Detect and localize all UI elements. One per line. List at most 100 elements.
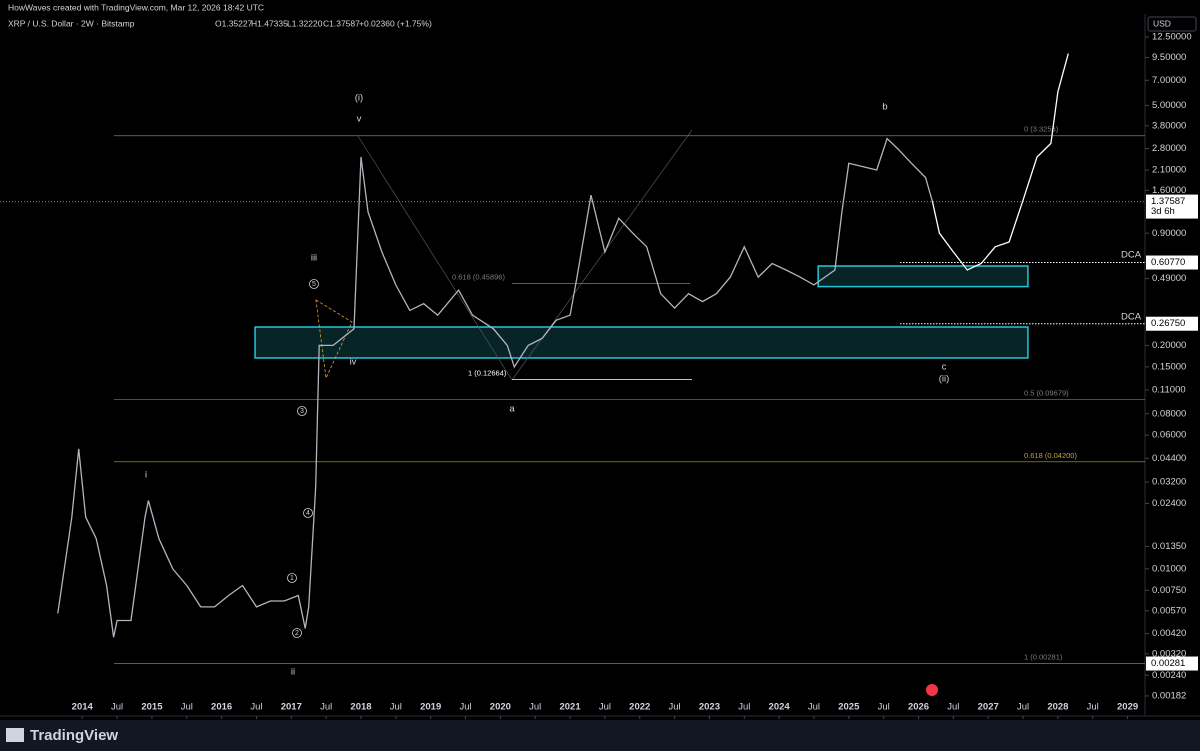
x-tick-label: 2016 — [211, 702, 232, 713]
price-mark-sub: 3d 6h — [1151, 206, 1175, 217]
x-tick-label: 2028 — [1047, 702, 1068, 713]
wave-circle — [297, 406, 307, 416]
x-tick-label: 2025 — [838, 702, 860, 713]
footer — [0, 720, 1200, 751]
x-tick-label: Jul — [1017, 702, 1029, 713]
wave-circle — [292, 628, 302, 638]
y-tick-label: 0.01000 — [1152, 563, 1186, 574]
price-mark-box — [1146, 194, 1198, 219]
y-tick-label: 5.00000 — [1152, 100, 1186, 111]
y-tick-label: 0.04400 — [1152, 453, 1186, 464]
x-tick-label: 2027 — [978, 702, 999, 713]
y-tick-label: 0.20000 — [1152, 340, 1186, 351]
y-tick-label: 0.90000 — [1152, 228, 1186, 239]
y-tick-label: 0.00240 — [1152, 670, 1186, 681]
x-tick-label: Jul — [390, 702, 402, 713]
x-tick-label: Jul — [181, 702, 193, 713]
y-tick-label: 2.10000 — [1152, 165, 1186, 176]
wave-circle — [303, 508, 313, 518]
x-tick-label: 2023 — [699, 702, 720, 713]
y-tick-label: 3.80000 — [1152, 120, 1186, 131]
x-tick-label: Jul — [738, 702, 750, 713]
fib-label: 0.618 (0.45896) — [452, 272, 505, 281]
y-tick-label: 12.50000 — [1152, 32, 1192, 43]
x-tick-label: Jul — [599, 702, 611, 713]
ohlc-value: O1.35227 — [215, 18, 253, 28]
event-icon[interactable] — [926, 684, 938, 696]
logo — [6, 728, 24, 742]
ohlc-value: L1.32220 — [287, 18, 323, 28]
y-tick-label: 0.00750 — [1152, 585, 1186, 596]
currency-box[interactable] — [1147, 16, 1197, 32]
x-tick-label: 2029 — [1117, 702, 1138, 713]
y-tick-label: 0.03200 — [1152, 477, 1186, 488]
wave-label: 4 — [306, 510, 310, 517]
x-tick-label: Jul — [529, 702, 541, 713]
x-tick-label: 2022 — [629, 702, 650, 713]
y-tick-label: 0.00182 — [1152, 690, 1186, 701]
currency[interactable]: USD — [1153, 18, 1171, 28]
x-tick-label: 2017 — [281, 702, 302, 713]
wave-label: v — [357, 114, 362, 125]
price-mark-box — [1146, 656, 1198, 671]
fib-label: 0.5 (0.09679) — [1024, 389, 1069, 398]
fib-label: 0 (3.3256) — [1024, 125, 1059, 134]
y-tick-label: 0.11000 — [1152, 385, 1186, 396]
x-tick-label: 2019 — [420, 702, 441, 713]
x-tick-label: 2021 — [559, 702, 581, 713]
wave-label: b — [882, 102, 887, 113]
y-tick-label: 0.02400 — [1152, 498, 1186, 509]
wave-label: DCA — [1121, 250, 1142, 261]
x-tick-label: Jul — [669, 702, 681, 713]
wave-label: (i) — [355, 93, 363, 104]
y-tick-label: 0.06000 — [1152, 430, 1186, 441]
brand: TradingView — [30, 727, 118, 744]
price-mark-box — [1146, 316, 1198, 331]
y-tick-label: 7.00000 — [1152, 75, 1186, 86]
y-tick-label: 1.60000 — [1152, 185, 1186, 196]
price-mark: 1.37587 — [1151, 196, 1185, 207]
x-tick-label: 2026 — [908, 702, 929, 713]
x-tick-label: Jul — [1087, 702, 1099, 713]
price-mark: 0.00281 — [1151, 658, 1185, 669]
x-tick-label: Jul — [320, 702, 332, 713]
guide — [357, 135, 513, 381]
ohlc-value: +0.02360 (+1.75%) — [359, 18, 432, 28]
price-line-series — [931, 53, 1069, 271]
x-tick-label: Jul — [947, 702, 959, 713]
wave-label: (ii) — [939, 374, 950, 385]
triangle — [315, 299, 353, 380]
y-tick-label: 0.15000 — [1152, 361, 1186, 372]
x-tick-label: 2024 — [769, 702, 791, 713]
wave-label: c — [942, 362, 947, 373]
y-tick-label: 2.80000 — [1152, 143, 1186, 154]
y-tick-label: 0.00420 — [1152, 628, 1186, 639]
y-tick-label: 0.00570 — [1152, 605, 1186, 616]
wave-label: 3 — [300, 408, 304, 415]
zone — [817, 265, 1029, 288]
wave-label: i — [145, 470, 147, 481]
fib-label: 0.618 (0.04200) — [1024, 451, 1077, 460]
y-tick-label: 9.50000 — [1152, 52, 1186, 63]
price-line-series — [57, 137, 934, 638]
x-tick-label: Jul — [111, 702, 123, 713]
x-tick-label: 2018 — [350, 702, 371, 713]
wave-label: 2 — [295, 630, 299, 637]
wave-label: DCA — [1121, 312, 1142, 323]
x-tick-label: 2020 — [490, 702, 511, 713]
x-tick-label: Jul — [459, 702, 471, 713]
y-tick-label: 0.01350 — [1152, 541, 1186, 552]
y-tick-label: 0.49000 — [1152, 273, 1186, 284]
zone — [254, 326, 1029, 359]
x-tick-label: 2014 — [72, 702, 94, 713]
credit: HowWaves created with TradingView.com, M… — [8, 2, 264, 12]
fib-label: 1 (0.12664) — [468, 368, 507, 377]
ohlc-value: C1.37587 — [323, 18, 360, 28]
wave-circle — [287, 573, 297, 583]
symbol: XRP / U.S. Dollar · 2W · Bitstamp — [8, 18, 135, 28]
ohlc-value: H1.47335 — [251, 18, 288, 28]
x-tick-label: 2015 — [141, 702, 163, 713]
y-tick-label: 0.08000 — [1152, 408, 1186, 419]
